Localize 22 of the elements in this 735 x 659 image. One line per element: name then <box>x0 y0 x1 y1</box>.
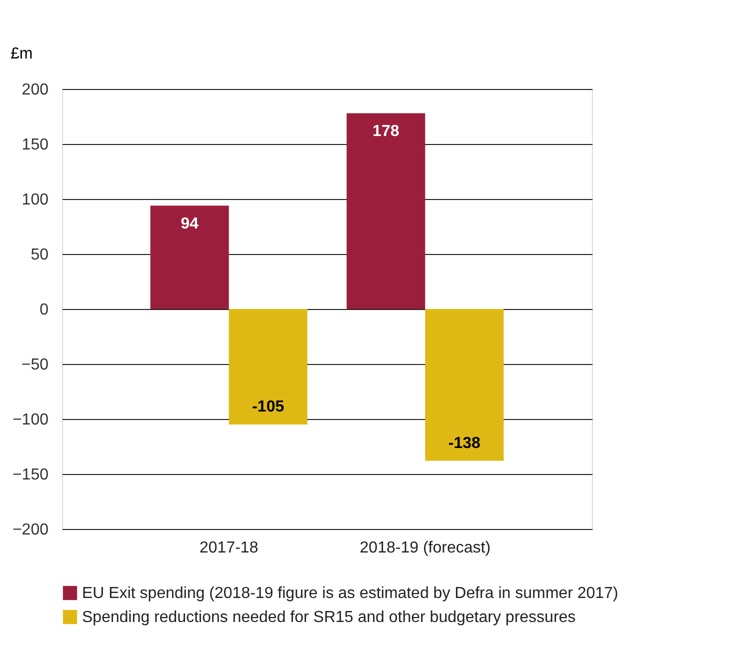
y-axis-title: £m <box>10 46 33 62</box>
data-label: -138 <box>448 434 481 452</box>
y-tick-label: 200 <box>22 82 49 98</box>
y-tick-label: 150 <box>22 136 49 154</box>
bar <box>425 309 504 461</box>
y-tick-label: 0 <box>40 302 49 318</box>
y-tick-label: −200 <box>12 522 49 538</box>
y-tick-label: −150 <box>12 466 49 484</box>
legend-label: EU Exit spending (2018-19 figure is as estimated by Defra in summer 2017) <box>82 585 618 602</box>
y-tick-label: 100 <box>22 192 49 208</box>
bar <box>346 113 426 309</box>
x-tick-label: 2018-19 (forecast) <box>360 540 491 556</box>
x-tick-label: 2017-18 <box>199 540 258 556</box>
y-tick-label: −50 <box>21 356 49 374</box>
data-label: 178 <box>372 123 400 140</box>
y-tick-label: −100 <box>12 412 49 428</box>
y-tick-label: 50 <box>30 246 49 264</box>
legend-label: Spending reductions needed for SR15 and other budgetary pressures <box>82 609 576 626</box>
data-label: -105 <box>252 398 284 416</box>
data-label: 94 <box>180 216 199 233</box>
bar <box>150 206 229 309</box>
bar <box>228 309 308 424</box>
